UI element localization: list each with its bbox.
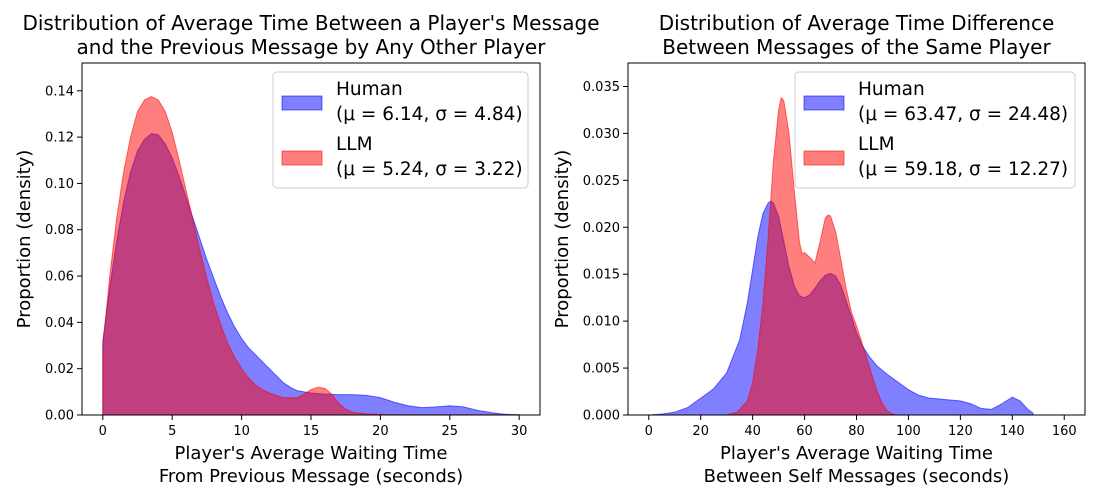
x-tick-label: 15 bbox=[303, 424, 320, 439]
y-tick-label: 0.000 bbox=[583, 409, 620, 424]
x-tick-label: 160 bbox=[1052, 424, 1077, 439]
chart-title-line: and the Previous Message by Any Other Pl… bbox=[77, 35, 547, 59]
legend-label-human: Human bbox=[858, 79, 925, 100]
chart-title-line: Distribution of Average Time Difference bbox=[659, 11, 1055, 35]
legend-stats-human: (μ = 63.47, σ = 24.48) bbox=[858, 104, 1068, 125]
left-chart: Distribution of Average Time Between a P… bbox=[14, 11, 600, 487]
y-tick-label: 0.12 bbox=[45, 131, 74, 146]
x-axis-label-line: Between Self Messages (seconds) bbox=[704, 466, 1010, 487]
y-tick-label: 0.00 bbox=[45, 409, 74, 424]
y-tick-label: 0.04 bbox=[45, 316, 74, 331]
y-tick-label: 0.020 bbox=[583, 221, 620, 236]
y-tick-label: 0.08 bbox=[45, 223, 74, 238]
legend-label-llm: LLM bbox=[336, 134, 373, 155]
y-axis-label: Proportion (density) bbox=[14, 150, 35, 329]
x-tick-label: 5 bbox=[168, 424, 176, 439]
y-tick-label: 0.010 bbox=[583, 315, 620, 330]
y-tick-label: 0.14 bbox=[45, 84, 74, 99]
series-area-llm bbox=[648, 96, 899, 416]
legend: Human (μ = 6.14, σ = 4.84) LLM (μ = 5.24, σ… bbox=[272, 71, 529, 189]
y-tick-label: 0.025 bbox=[583, 174, 620, 189]
y-tick-label: 0.015 bbox=[583, 268, 620, 283]
x-tick-label: 120 bbox=[948, 424, 973, 439]
x-tick-label: 40 bbox=[744, 424, 761, 439]
legend: Human (μ = 63.47, σ = 24.48) LLM (μ = 59.18… bbox=[794, 71, 1076, 189]
legend-box bbox=[794, 71, 1076, 189]
x-tick-label: 0 bbox=[645, 424, 653, 439]
chart-title-line: Distribution of Average Time Between a P… bbox=[22, 11, 599, 35]
series-area-llm bbox=[102, 96, 520, 416]
y-tick-label: 0.02 bbox=[45, 362, 74, 377]
legend-box bbox=[272, 71, 529, 189]
x-tick-label: 0 bbox=[99, 424, 107, 439]
x-tick-label: 100 bbox=[896, 424, 921, 439]
x-tick-label: 60 bbox=[796, 424, 813, 439]
legend-label-llm: LLM bbox=[858, 134, 895, 155]
x-tick-label: 25 bbox=[442, 424, 459, 439]
y-axis-label: Proportion (density) bbox=[552, 150, 573, 329]
x-tick-label: 30 bbox=[511, 424, 528, 439]
y-tick-label: 0.030 bbox=[583, 127, 620, 142]
legend-swatch-human bbox=[803, 95, 845, 111]
right-chart: Distribution of Average Time DifferenceB… bbox=[552, 11, 1086, 487]
y-tick-label: 0.005 bbox=[583, 362, 620, 377]
legend-stats-llm: (μ = 59.18, σ = 12.27) bbox=[858, 159, 1068, 180]
legend-swatch-llm bbox=[281, 150, 323, 166]
x-tick-label: 20 bbox=[692, 424, 709, 439]
x-tick-label: 10 bbox=[233, 424, 250, 439]
chart-title-line: Between Messages of the Same Player bbox=[662, 35, 1051, 59]
legend-swatch-llm bbox=[803, 150, 845, 166]
y-tick-label: 0.035 bbox=[583, 80, 620, 95]
y-tick-label: 0.06 bbox=[45, 270, 74, 285]
legend-stats-llm: (μ = 5.24, σ = 3.22) bbox=[336, 159, 523, 180]
legend-stats-human: (μ = 6.14, σ = 4.84) bbox=[336, 104, 523, 125]
legend-label-human: Human bbox=[336, 79, 403, 100]
x-axis-label-line: Player's Average Waiting Time bbox=[174, 443, 447, 464]
x-axis-label-line: From Previous Message (seconds) bbox=[159, 466, 463, 487]
y-tick-label: 0.10 bbox=[45, 177, 74, 192]
x-tick-label: 20 bbox=[372, 424, 389, 439]
x-axis-label-line: Player's Average Waiting Time bbox=[720, 443, 993, 464]
x-tick-label: 140 bbox=[1000, 424, 1025, 439]
legend-swatch-human bbox=[281, 95, 323, 111]
x-tick-label: 80 bbox=[848, 424, 865, 439]
